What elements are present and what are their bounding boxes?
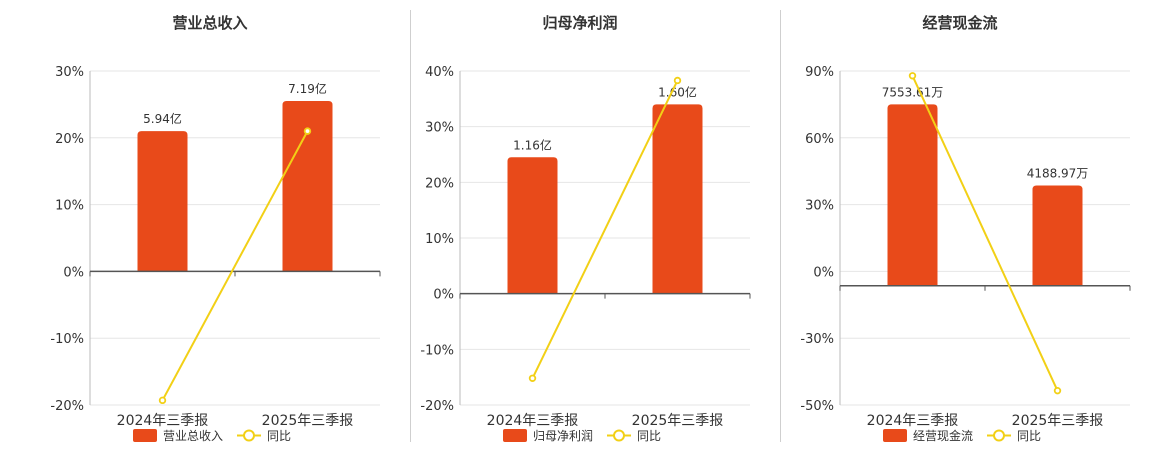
chart1-bar — [137, 131, 188, 272]
chart3-category-label: 2024年三季报 — [867, 413, 959, 429]
chart1-y-tick-label: 0% — [63, 265, 84, 280]
chart2-bar — [507, 157, 558, 294]
chart3-legend-line-marker — [993, 429, 1005, 442]
chart2-y-tick-label: 40% — [425, 65, 454, 80]
chart1-bar-label: 7.19亿 — [288, 81, 327, 96]
chart1-yoy-point — [158, 396, 167, 405]
chart2-legend-line-marker — [613, 429, 625, 442]
chart3-bar-label: 7553.61万 — [882, 85, 944, 99]
chart1-bar-label: 5.94亿 — [143, 111, 182, 126]
chart2-category-label: 2024年三季报 — [487, 413, 579, 429]
chart2-legend-line-label: 同比 — [637, 429, 661, 443]
chart1-legend-line-marker — [243, 429, 255, 442]
chart2-y-tick-label: 10% — [425, 232, 454, 247]
panel-divider-2 — [780, 10, 781, 442]
chart3-yoy-point — [1053, 386, 1062, 395]
chart3-yoy-point — [908, 72, 917, 80]
chart3-y-tick-label: 0% — [813, 265, 834, 280]
chart3-y-tick-label: 60% — [805, 132, 834, 147]
chart2-y-tick-label: -20% — [420, 399, 454, 414]
chart1-category-label: 2024年三季报 — [117, 413, 209, 429]
chart2-bar-label: 1.60亿 — [658, 84, 697, 99]
chart1-y-tick-label: 30% — [55, 65, 84, 80]
chart2-bar-label: 1.16亿 — [513, 137, 552, 152]
chart2-yoy-point — [528, 374, 537, 382]
chart1-bar — [282, 101, 333, 272]
chart3-legend-line-label: 同比 — [1017, 429, 1041, 443]
chart1-yoy-line — [161, 130, 309, 401]
chart1-y-tick-label: 20% — [55, 132, 84, 147]
chart3-yoy-line — [911, 75, 1059, 392]
chart3-bar — [887, 104, 938, 286]
chart1-legend-line-label: 同比 — [267, 429, 291, 443]
chart2-yoy-line — [531, 80, 679, 379]
chart1-y-tick-label: 10% — [55, 199, 84, 214]
chart2-bar — [652, 104, 703, 294]
chart1-legend-bar-swatch — [133, 429, 157, 442]
chart1-title: 营业总收入 — [172, 14, 247, 32]
chart3-y-tick-label: 90% — [805, 65, 834, 80]
chart3-bar-label: 4188.97万 — [1027, 167, 1089, 181]
chart3-bar — [1032, 185, 1083, 286]
chart3-y-tick-label: 30% — [805, 199, 834, 214]
chart2-title: 归母净利润 — [542, 14, 617, 32]
chart3-legend-bar-swatch — [883, 429, 907, 442]
chart1-category-label: 2025年三季报 — [262, 413, 354, 429]
chart2-y-tick-label: -10% — [420, 343, 454, 358]
chart3-y-tick-label: -30% — [800, 332, 834, 347]
chart2-y-tick-label: 0% — [433, 288, 454, 303]
chart1-y-tick-label: -10% — [50, 332, 84, 347]
chart3-title: 经营现金流 — [922, 14, 997, 32]
chart1-legend-bar-label: 营业总收入 — [163, 429, 223, 443]
chart3-category-label: 2025年三季报 — [1012, 413, 1104, 429]
chart2-y-tick-label: 20% — [425, 176, 454, 191]
chart1-yoy-point — [303, 127, 312, 135]
panel-divider-1 — [410, 10, 411, 442]
chart3-legend-bar-label: 经营现金流 — [913, 428, 973, 443]
chart1-y-tick-label: -20% — [50, 399, 84, 414]
chart2-legend-bar-label: 归母净利润 — [533, 429, 593, 443]
chart2-category-label: 2025年三季报 — [632, 413, 724, 429]
chart3-y-tick-label: -50% — [800, 399, 834, 414]
chart2-yoy-point — [673, 76, 682, 85]
chart2-y-tick-label: 30% — [425, 121, 454, 136]
chart2-legend-bar-swatch — [503, 429, 527, 442]
